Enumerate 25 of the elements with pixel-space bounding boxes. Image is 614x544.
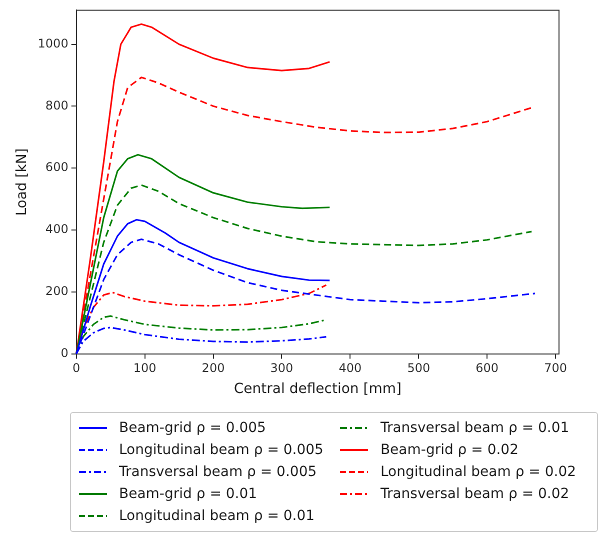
legend-label: Beam-grid ρ = 0.005 <box>119 420 266 436</box>
x-tick-label: 100 <box>133 361 156 376</box>
x-tick-label: 600 <box>476 361 499 376</box>
legend-label: Transversal beam ρ = 0.01 <box>380 420 570 436</box>
y-axis-title: Load [kN] <box>14 148 30 216</box>
legend-label: Longitudinal beam ρ = 0.01 <box>119 508 315 524</box>
legend-label: Beam-grid ρ = 0.02 <box>380 442 518 458</box>
y-tick-label: 400 <box>45 222 68 236</box>
x-axis-title: Central deflection [mm] <box>234 381 402 398</box>
legend-label: Transversal beam ρ = 0.005 <box>119 464 317 480</box>
x-tick-label: 300 <box>270 361 294 376</box>
y-tick-label: 800 <box>45 98 68 112</box>
legend-label: Longitudinal beam ρ = 0.02 <box>380 464 576 480</box>
legend-label: Transversal beam ρ = 0.02 <box>380 486 570 502</box>
y-tick-label: 0 <box>60 346 68 360</box>
y-tick-label: 600 <box>45 160 68 174</box>
y-tick-label: 1000 <box>38 36 68 50</box>
x-tick-label: 400 <box>338 361 362 376</box>
x-tick-label: 700 <box>544 361 568 376</box>
x-tick-label: 500 <box>407 361 430 376</box>
legend-label: Beam-grid ρ = 0.01 <box>119 486 258 502</box>
x-tick-label: 0 <box>72 361 80 376</box>
y-tick-label: 200 <box>45 284 68 298</box>
x-tick-label: 200 <box>202 361 225 376</box>
legend-label: Longitudinal beam ρ = 0.005 <box>119 442 324 458</box>
